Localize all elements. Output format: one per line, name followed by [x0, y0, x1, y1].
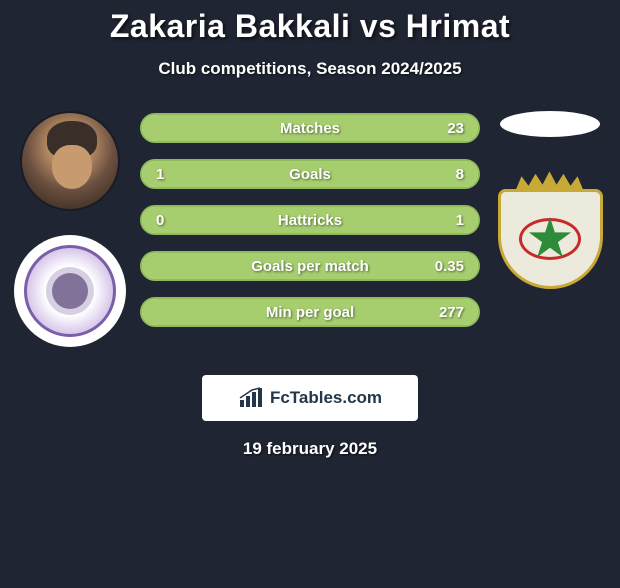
- stat-bar: Goals per match 0.35: [140, 251, 480, 281]
- player1-club-logo: [14, 235, 126, 347]
- brand-text: FcTables.com: [270, 388, 382, 408]
- stat-bar: 0 Hattricks 1: [140, 205, 480, 235]
- comparison-card: Zakaria Bakkali vs Hrimat Club competiti…: [0, 8, 620, 459]
- stat-bar: 1 Goals 8: [140, 159, 480, 189]
- stat-value-right: 277: [439, 304, 464, 321]
- stat-value-left: 0: [156, 212, 164, 229]
- brand-badge: FcTables.com: [202, 375, 418, 421]
- subtitle: Club competitions, Season 2024/2025: [10, 59, 610, 79]
- left-column: [10, 111, 130, 347]
- page-title: Zakaria Bakkali vs Hrimat: [10, 8, 610, 45]
- stat-value-left: 1: [156, 166, 164, 183]
- stat-label: Hattricks: [278, 212, 342, 229]
- stat-label: Min per goal: [266, 304, 354, 321]
- date-text: 19 february 2025: [10, 439, 610, 459]
- stat-value-right: 0.35: [435, 258, 464, 275]
- stats-column: Matches 23 1 Goals 8 0 Hattricks 1 Goals per mat…: [140, 111, 480, 327]
- stat-label: Goals per match: [251, 258, 369, 275]
- right-column: [490, 111, 610, 294]
- stat-value-right: 1: [456, 212, 464, 229]
- player1-avatar: [20, 111, 120, 211]
- main-row: Matches 23 1 Goals 8 0 Hattricks 1 Goals per mat…: [10, 111, 610, 347]
- stat-label: Goals: [289, 166, 331, 183]
- player2-club-logo: [493, 169, 608, 294]
- stat-value-right: 8: [456, 166, 464, 183]
- stat-bar: Matches 23: [140, 113, 480, 143]
- stat-value-right: 23: [447, 120, 464, 137]
- player2-avatar: [500, 111, 600, 137]
- stat-label: Matches: [280, 120, 340, 137]
- stat-bar: Min per goal 277: [140, 297, 480, 327]
- chart-icon: [238, 387, 264, 409]
